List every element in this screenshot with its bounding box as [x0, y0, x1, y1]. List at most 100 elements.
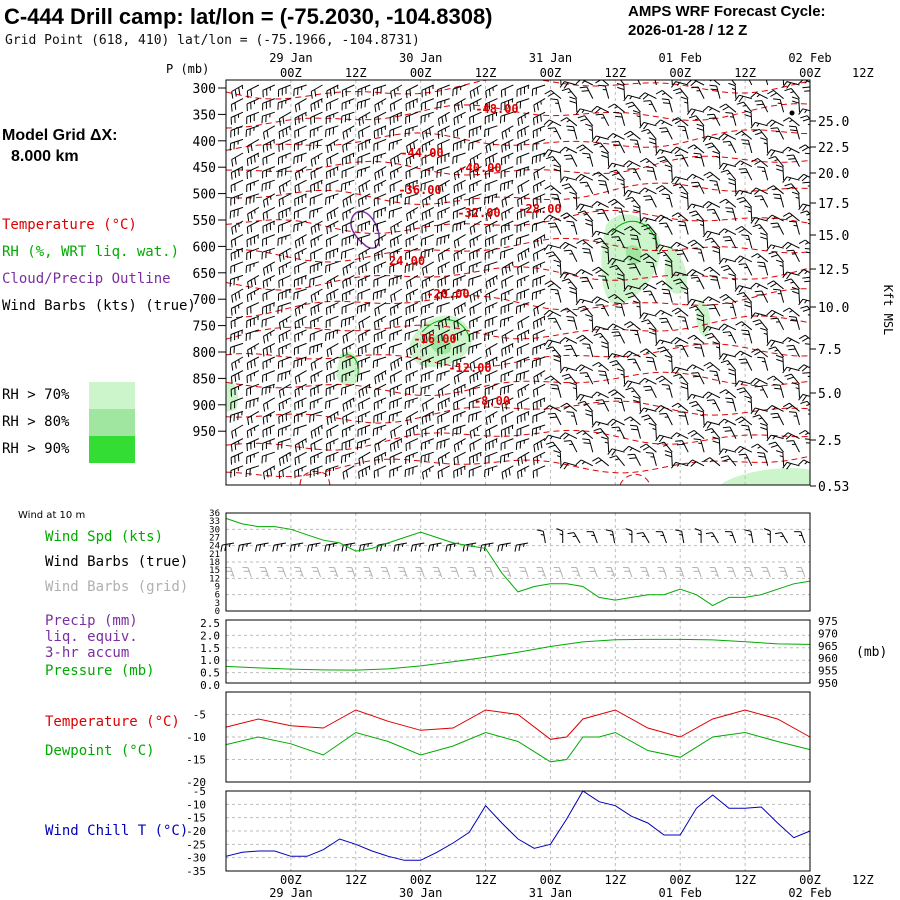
barb-shaft: [373, 465, 387, 472]
wind-barb: [657, 251, 673, 263]
barb-shaft: [326, 179, 339, 186]
wind-barb: [516, 220, 530, 233]
wind-barb: [735, 416, 753, 426]
barb-flag: [342, 281, 344, 289]
wind-barb: [712, 436, 721, 453]
wind-barb: [782, 212, 800, 222]
wind-barb: [358, 125, 371, 139]
barb-shaft: [596, 296, 609, 304]
barb-flag: [580, 308, 588, 312]
wind-barb: [782, 432, 800, 440]
barb-flag: [704, 332, 712, 336]
barb-shaft: [373, 410, 387, 417]
barb-half: [779, 264, 784, 267]
barb-flag: [575, 173, 582, 180]
wind-barb: [670, 271, 689, 279]
barb-flag: [576, 144, 583, 149]
wind-barb: [675, 154, 689, 167]
barb-flag: [346, 130, 349, 138]
wind-barb: [738, 453, 753, 467]
barb-flag: [566, 411, 574, 413]
wind-barb: [342, 465, 355, 480]
wind-barb: [404, 193, 419, 206]
wind-barb: [559, 432, 578, 440]
barb-flag: [718, 323, 725, 330]
barb-flag: [547, 92, 555, 97]
barb-flag: [263, 404, 266, 412]
barb-shaft: [777, 222, 785, 235]
barb-shaft: [661, 375, 673, 385]
wind-barb: [760, 327, 769, 344]
barb-shaft: [294, 179, 307, 187]
barb-flag: [469, 376, 472, 384]
barb-flag: [536, 388, 539, 396]
barb-flag: [583, 251, 591, 254]
barb-shaft: [634, 263, 641, 276]
barb-flag: [563, 214, 571, 220]
barb-half: [397, 223, 399, 228]
barb-shaft: [568, 183, 578, 195]
barb-flag: [533, 445, 536, 453]
barb-shaft: [804, 239, 810, 245]
barb-shaft: [453, 410, 466, 417]
barb-flag: [661, 193, 669, 196]
contour-label: 24.00: [389, 254, 425, 268]
barb-shaft: [631, 387, 641, 399]
barb-flag: [659, 222, 667, 225]
barb-shaft: [628, 255, 641, 263]
barb-shaft: [661, 185, 673, 195]
wind-barb: [374, 98, 387, 113]
wind-barb: [356, 438, 371, 450]
wind-barb: [405, 438, 419, 452]
barb-flag: [547, 127, 556, 129]
barb-flag: [776, 358, 784, 363]
wind-barb: [734, 94, 752, 103]
barb-flag: [674, 177, 680, 184]
wind-barb: [422, 261, 435, 276]
barb-flag: [231, 295, 234, 303]
barb-shaft: [294, 220, 307, 226]
barb-flag: [238, 372, 240, 381]
wind-barb: [691, 181, 705, 195]
barb-shaft: [573, 317, 578, 330]
barb-flag: [585, 413, 593, 417]
barb-shaft: [326, 424, 339, 432]
wind-barb: [294, 302, 307, 317]
barb-shaft: [533, 98, 546, 106]
wind-barb: [245, 261, 260, 274]
wind-barb: [532, 342, 546, 356]
barb-flag: [285, 128, 288, 136]
wind-barb: [627, 358, 641, 371]
wind-barb: [702, 325, 721, 333]
barb-shaft: [422, 397, 435, 405]
barb-shaft: [570, 154, 578, 167]
wind-barb: [485, 98, 498, 112]
barb-flag: [641, 224, 649, 228]
barb-flag: [314, 293, 317, 301]
pressure-ticks: 3003504004505005506006507007508008509009…: [193, 82, 226, 440]
barb-flag: [559, 81, 565, 88]
wind-barb: [566, 125, 578, 140]
wind-barb: [389, 234, 403, 248]
wind-barb: [639, 407, 657, 415]
barb-flag: [278, 390, 281, 398]
wind-barb: [341, 84, 355, 98]
barb-shaft: [755, 187, 768, 195]
barb-flag: [437, 267, 440, 275]
barb-half: [241, 85, 244, 90]
barb-flag: [358, 322, 361, 330]
barb-shaft: [575, 384, 578, 398]
barb-flag: [807, 413, 810, 415]
barb-shaft: [779, 385, 785, 398]
barb-flag: [405, 362, 408, 371]
barb-flag: [230, 308, 233, 316]
barb-flag: [560, 307, 568, 313]
barb-half: [724, 230, 729, 234]
wind-barb: [579, 181, 594, 195]
barb-flag: [792, 100, 800, 104]
barb-flag: [579, 146, 587, 152]
barb-shaft: [628, 350, 641, 358]
barb-shaft: [804, 334, 810, 340]
barb-flag: [702, 105, 709, 112]
barb-flag: [607, 353, 613, 360]
